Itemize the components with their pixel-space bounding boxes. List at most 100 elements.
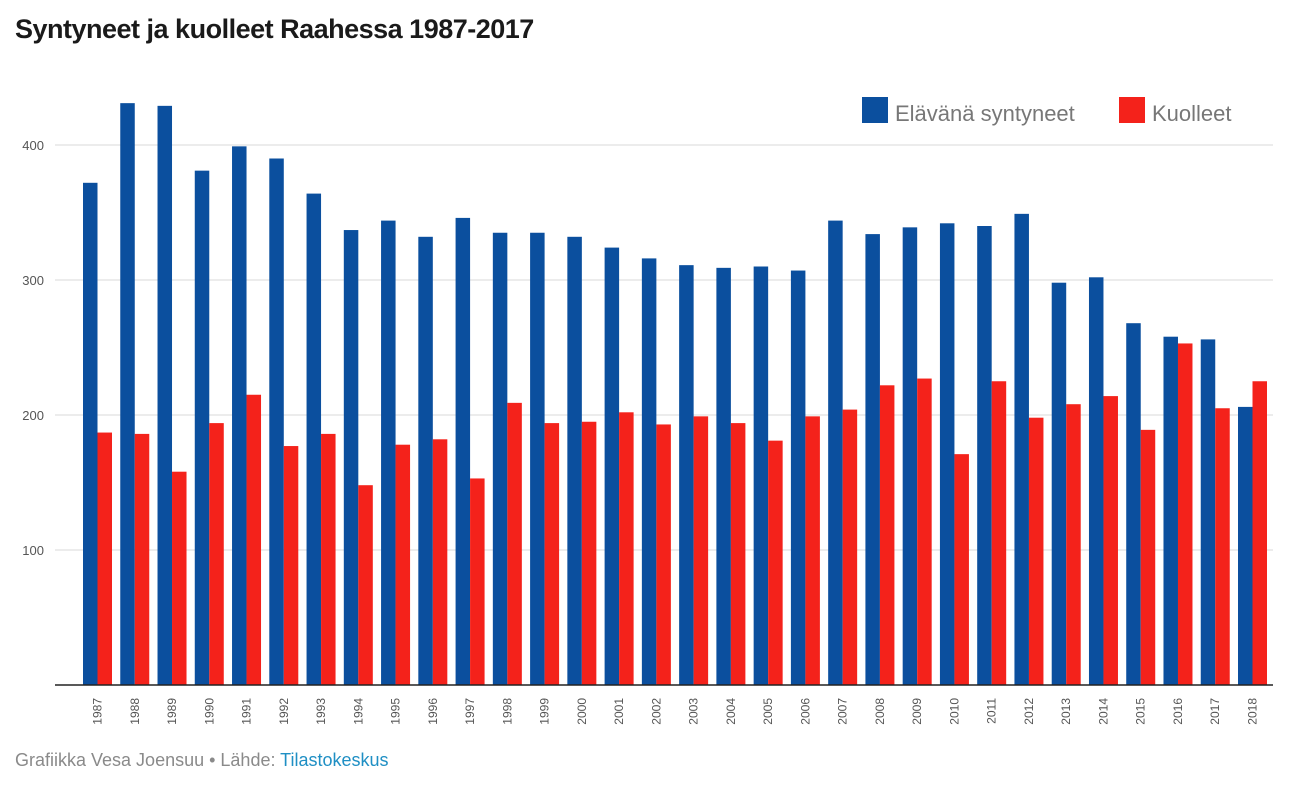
bar-died-1994 [358,485,373,685]
bar-died-1993 [321,433,336,685]
bar-died-2000 [581,421,597,685]
y-tick-label: 400 [22,138,44,153]
bar-died-2004 [730,423,746,685]
bar-born-2016 [1163,336,1178,685]
bar-died-2008 [879,385,895,685]
x-tick-label: 2012 [1022,698,1036,725]
bar-born-1997 [455,217,471,685]
bar-died-1987 [97,432,112,685]
bar-died-2005 [768,440,783,685]
bar-chart: 100 200 300 400 1987 1988 1989 1990 1991 1992 199… [22,97,1273,725]
bar-born-2013 [1051,282,1067,685]
x-tick-label: 1995 [389,698,403,725]
bar-born-1999 [530,232,545,685]
bar-born-2011 [977,226,992,685]
bar-died-2012 [1028,417,1044,685]
bar-died-2010 [954,454,969,685]
x-tick-label: 1991 [240,698,254,725]
bar-died-2011 [991,381,1007,685]
bar-died-1992 [283,446,299,685]
x-tick-label: 1999 [538,698,552,725]
x-tick-label: 1993 [314,698,328,725]
bar-died-2015 [1140,429,1156,685]
x-tick-label: 2000 [575,698,589,725]
legend-swatch-died [1119,97,1145,123]
bar-born-1996 [418,236,433,686]
bar-died-2001 [619,412,634,685]
bar-born-1988 [120,103,135,685]
bar-died-2002 [656,424,671,685]
x-tick-label: 1997 [463,698,477,725]
y-tick-labels: 100 200 300 400 [22,138,44,558]
bars [83,103,1267,686]
x-tick-label: 1989 [165,698,179,725]
bar-died-2016 [1177,343,1193,685]
x-tick-label: 2018 [1246,698,1260,725]
footer: Grafiikka Vesa Joensuu • Lähde: Tilastok… [15,750,389,771]
x-tick-labels: 1987 1988 1989 1990 1991 1992 1993 1994 1995 1996… [91,698,1260,725]
chart-title: Syntyneet ja kuolleet Raahessa 1987-2017 [15,14,534,44]
bar-born-2012 [1014,213,1029,685]
x-tick-label: 2016 [1171,698,1185,725]
bar-died-2003 [693,416,709,685]
x-tick-label: 1987 [91,698,105,725]
bar-born-2005 [753,266,769,685]
bar-died-1997 [470,478,485,685]
x-tick-label: 2010 [947,698,961,725]
bar-born-2010 [939,223,955,686]
bar-died-1991 [246,394,262,685]
x-tick-label: 2014 [1096,698,1110,725]
x-tick-label: 2013 [1059,698,1073,725]
bar-died-2006 [805,416,820,685]
bar-born-1987 [83,182,98,686]
y-tick-label: 200 [22,408,44,423]
x-tick-label: 1994 [351,698,365,725]
bar-died-1995 [395,444,411,685]
y-tick-label: 300 [22,273,44,288]
bar-born-1991 [232,146,247,686]
source-link[interactable]: Tilastokeskus [280,750,389,770]
bar-died-1996 [432,439,448,685]
bar-born-2003 [679,265,694,685]
bar-born-1990 [194,170,210,685]
bar-died-2014 [1103,396,1118,685]
x-tick-label: 2011 [985,698,999,724]
x-tick-label: 2009 [910,698,924,725]
bar-died-1999 [544,423,560,685]
bar-died-2009 [917,378,932,685]
y-tick-label: 100 [22,543,44,558]
bar-born-2018 [1238,406,1253,685]
bar-born-2017 [1200,339,1216,685]
bar-born-1995 [381,220,396,685]
legend-swatch-born [862,97,888,123]
bar-born-1992 [269,158,284,685]
bar-born-2002 [641,258,657,685]
bar-born-2008 [865,234,880,685]
bar-born-2000 [567,236,582,686]
bar-born-2014 [1088,277,1104,685]
bar-born-2001 [604,247,620,685]
x-tick-label: 2017 [1208,698,1222,725]
bar-born-2006 [790,270,806,685]
x-tick-label: 2005 [761,698,775,725]
x-tick-label: 1996 [426,698,440,725]
footer-credit: Grafiikka Vesa Joensuu • Lähde: [15,750,281,770]
bar-died-2018 [1252,381,1267,685]
bar-born-2007 [828,220,843,685]
bar-born-1989 [157,105,173,686]
bar-born-1993 [306,193,322,685]
x-tick-label: 2004 [724,698,738,725]
legend: Elävänä syntyneet Kuolleet [862,97,1232,126]
legend-label-died: Kuolleet [1152,101,1232,126]
bar-born-2004 [716,267,731,685]
x-tick-label: 2015 [1134,698,1148,725]
x-tick-label: 1992 [277,698,291,725]
bar-born-2009 [902,227,918,685]
x-tick-label: 2008 [873,698,887,725]
x-tick-label: 1988 [128,698,142,725]
x-tick-label: 2002 [649,698,663,725]
bar-died-1990 [209,423,224,685]
legend-label-born: Elävänä syntyneet [895,101,1075,126]
bar-died-2013 [1066,404,1081,685]
x-tick-label: 2003 [687,698,701,725]
